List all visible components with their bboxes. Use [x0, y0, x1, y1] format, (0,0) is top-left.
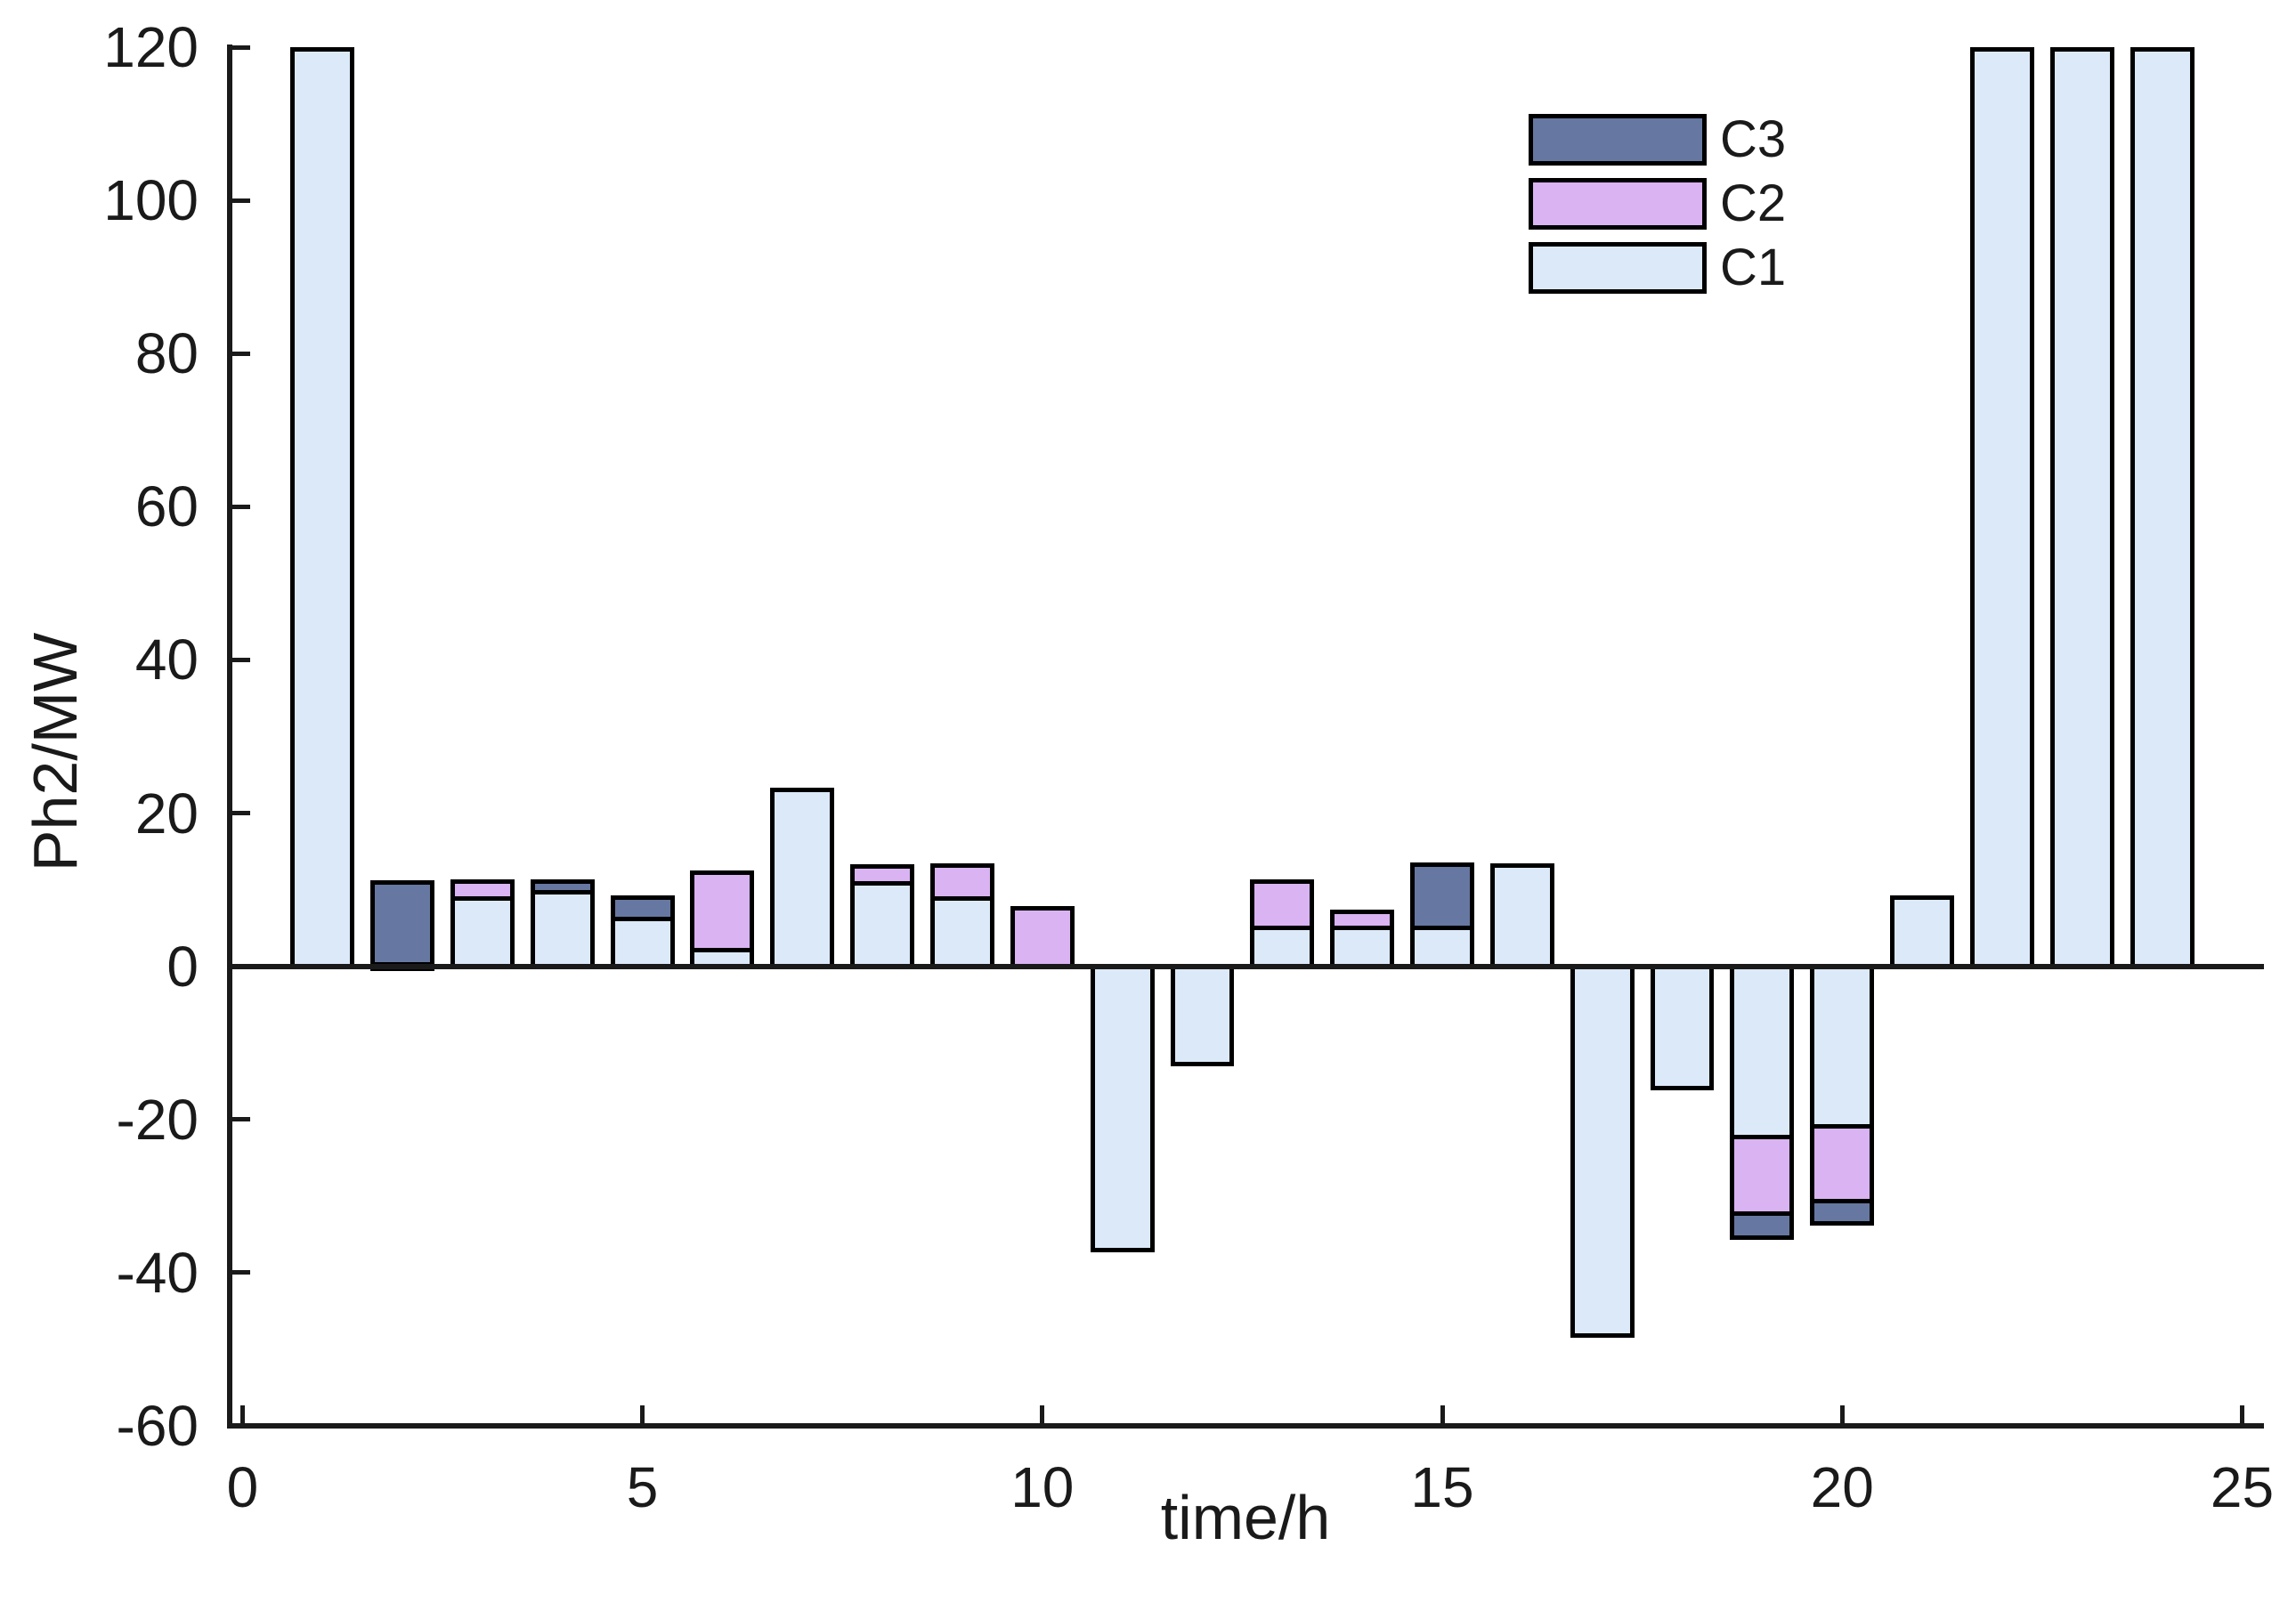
y-tick-80	[232, 351, 250, 356]
y-tick-0	[232, 964, 250, 969]
x-tick-label-0: 0	[226, 1455, 259, 1519]
bar-segment-c1-h18	[1650, 963, 1715, 1091]
bar-segment-c1-h17	[1570, 963, 1635, 1339]
y-axis-label: Ph2/MW	[20, 632, 90, 872]
y-tick-label-80: 80	[134, 321, 199, 386]
bar-segment-c2-h14	[1330, 909, 1395, 931]
bar-segment-c3-h5	[610, 895, 675, 921]
y-tick-label--20: -20	[116, 1087, 199, 1152]
bar-segment-c2-h8	[850, 864, 915, 886]
y-tick-120	[232, 45, 250, 50]
bar-segment-c1-h22	[1969, 47, 2034, 969]
bar-segment-c1-h12	[1170, 963, 1235, 1066]
legend-label-c3: C3	[1720, 110, 1787, 168]
y-tick-60	[232, 504, 250, 509]
y-tick-label-120: 120	[103, 15, 199, 79]
y-tick-label--60: -60	[116, 1394, 199, 1458]
bar-segment-c1-h4	[530, 890, 595, 969]
bar-segment-c3-h2	[370, 880, 434, 967]
y-tick-label-100: 100	[103, 168, 199, 233]
x-axis-label: time/h	[1160, 1483, 1331, 1552]
bar-segment-c3-h15	[1410, 862, 1474, 931]
bar-segment-c3-h4	[530, 878, 595, 895]
x-tick-25	[2239, 1405, 2244, 1423]
x-tick-20	[1839, 1405, 1845, 1423]
y-tick-label-0: 0	[166, 934, 199, 999]
y-tick-100	[232, 198, 250, 203]
x-tick-label-25: 25	[2210, 1455, 2275, 1519]
bar-segment-c1-h5	[610, 916, 675, 969]
y-tick--60	[232, 1423, 250, 1429]
y-tick-20	[232, 811, 250, 816]
bar-segment-c1-h13	[1250, 926, 1315, 969]
bar-segment-c1-h21	[1890, 895, 1954, 969]
y-tick-label-40: 40	[134, 627, 199, 692]
bar-segment-c1-h15	[1410, 926, 1474, 969]
bar-segment-c1-h1	[290, 47, 355, 969]
bar-segment-c1-h20	[1810, 963, 1875, 1129]
legend-swatch-c3	[1529, 114, 1707, 166]
bar-segment-c3-h20	[1810, 1198, 1875, 1226]
bar-segment-c1-h23	[2049, 47, 2114, 969]
zero-line	[227, 963, 2264, 969]
bar-segment-c1-h19	[1730, 963, 1795, 1140]
bar-segment-c3-h19	[1730, 1211, 1795, 1240]
bar-segment-c2-h20	[1810, 1124, 1875, 1203]
x-tick-label-20: 20	[1810, 1455, 1874, 1519]
x-tick-label-5: 5	[626, 1455, 659, 1519]
legend-label-c2: C2	[1720, 174, 1787, 232]
legend-label-c1: C1	[1720, 239, 1787, 296]
bar-segment-c2-h13	[1250, 878, 1315, 931]
y-tick-label-60: 60	[134, 474, 199, 539]
y-tick-label--40: -40	[116, 1240, 199, 1305]
bar-segment-c1-h7	[770, 788, 835, 969]
x-tick-0	[239, 1405, 245, 1423]
bar-segment-c2-h6	[690, 870, 755, 952]
legend-swatch-c1	[1529, 242, 1707, 294]
x-tick-label-15: 15	[1410, 1455, 1474, 1519]
x-tick-10	[1040, 1405, 1045, 1423]
bar-segment-c2-h9	[930, 863, 994, 902]
y-tick-40	[232, 657, 250, 662]
legend-swatch-c2	[1529, 178, 1707, 230]
bar-segment-c1-h8	[850, 881, 915, 969]
y-tick-label-20: 20	[134, 781, 199, 846]
bar-segment-c1-h11	[1090, 963, 1155, 1252]
bar-segment-c1-h9	[930, 896, 994, 969]
bar-segment-c2-h3	[450, 879, 515, 902]
y-tick--20	[232, 1117, 250, 1122]
bar-segment-c1-h24	[2130, 47, 2195, 969]
bar-segment-c1-h3	[450, 896, 515, 969]
bar-segment-c2-h10	[1010, 905, 1075, 969]
x-tick-15	[1440, 1405, 1445, 1423]
bar-segment-c1-h16	[1489, 863, 1554, 969]
x-tick-5	[640, 1405, 645, 1423]
y-axis-spine	[227, 45, 232, 1429]
x-axis-spine	[227, 1423, 2264, 1429]
bar-segment-c2-h19	[1730, 1135, 1795, 1217]
x-tick-label-10: 10	[1010, 1455, 1075, 1519]
bar-segment-c1-h14	[1330, 926, 1395, 969]
y-tick--40	[232, 1270, 250, 1275]
